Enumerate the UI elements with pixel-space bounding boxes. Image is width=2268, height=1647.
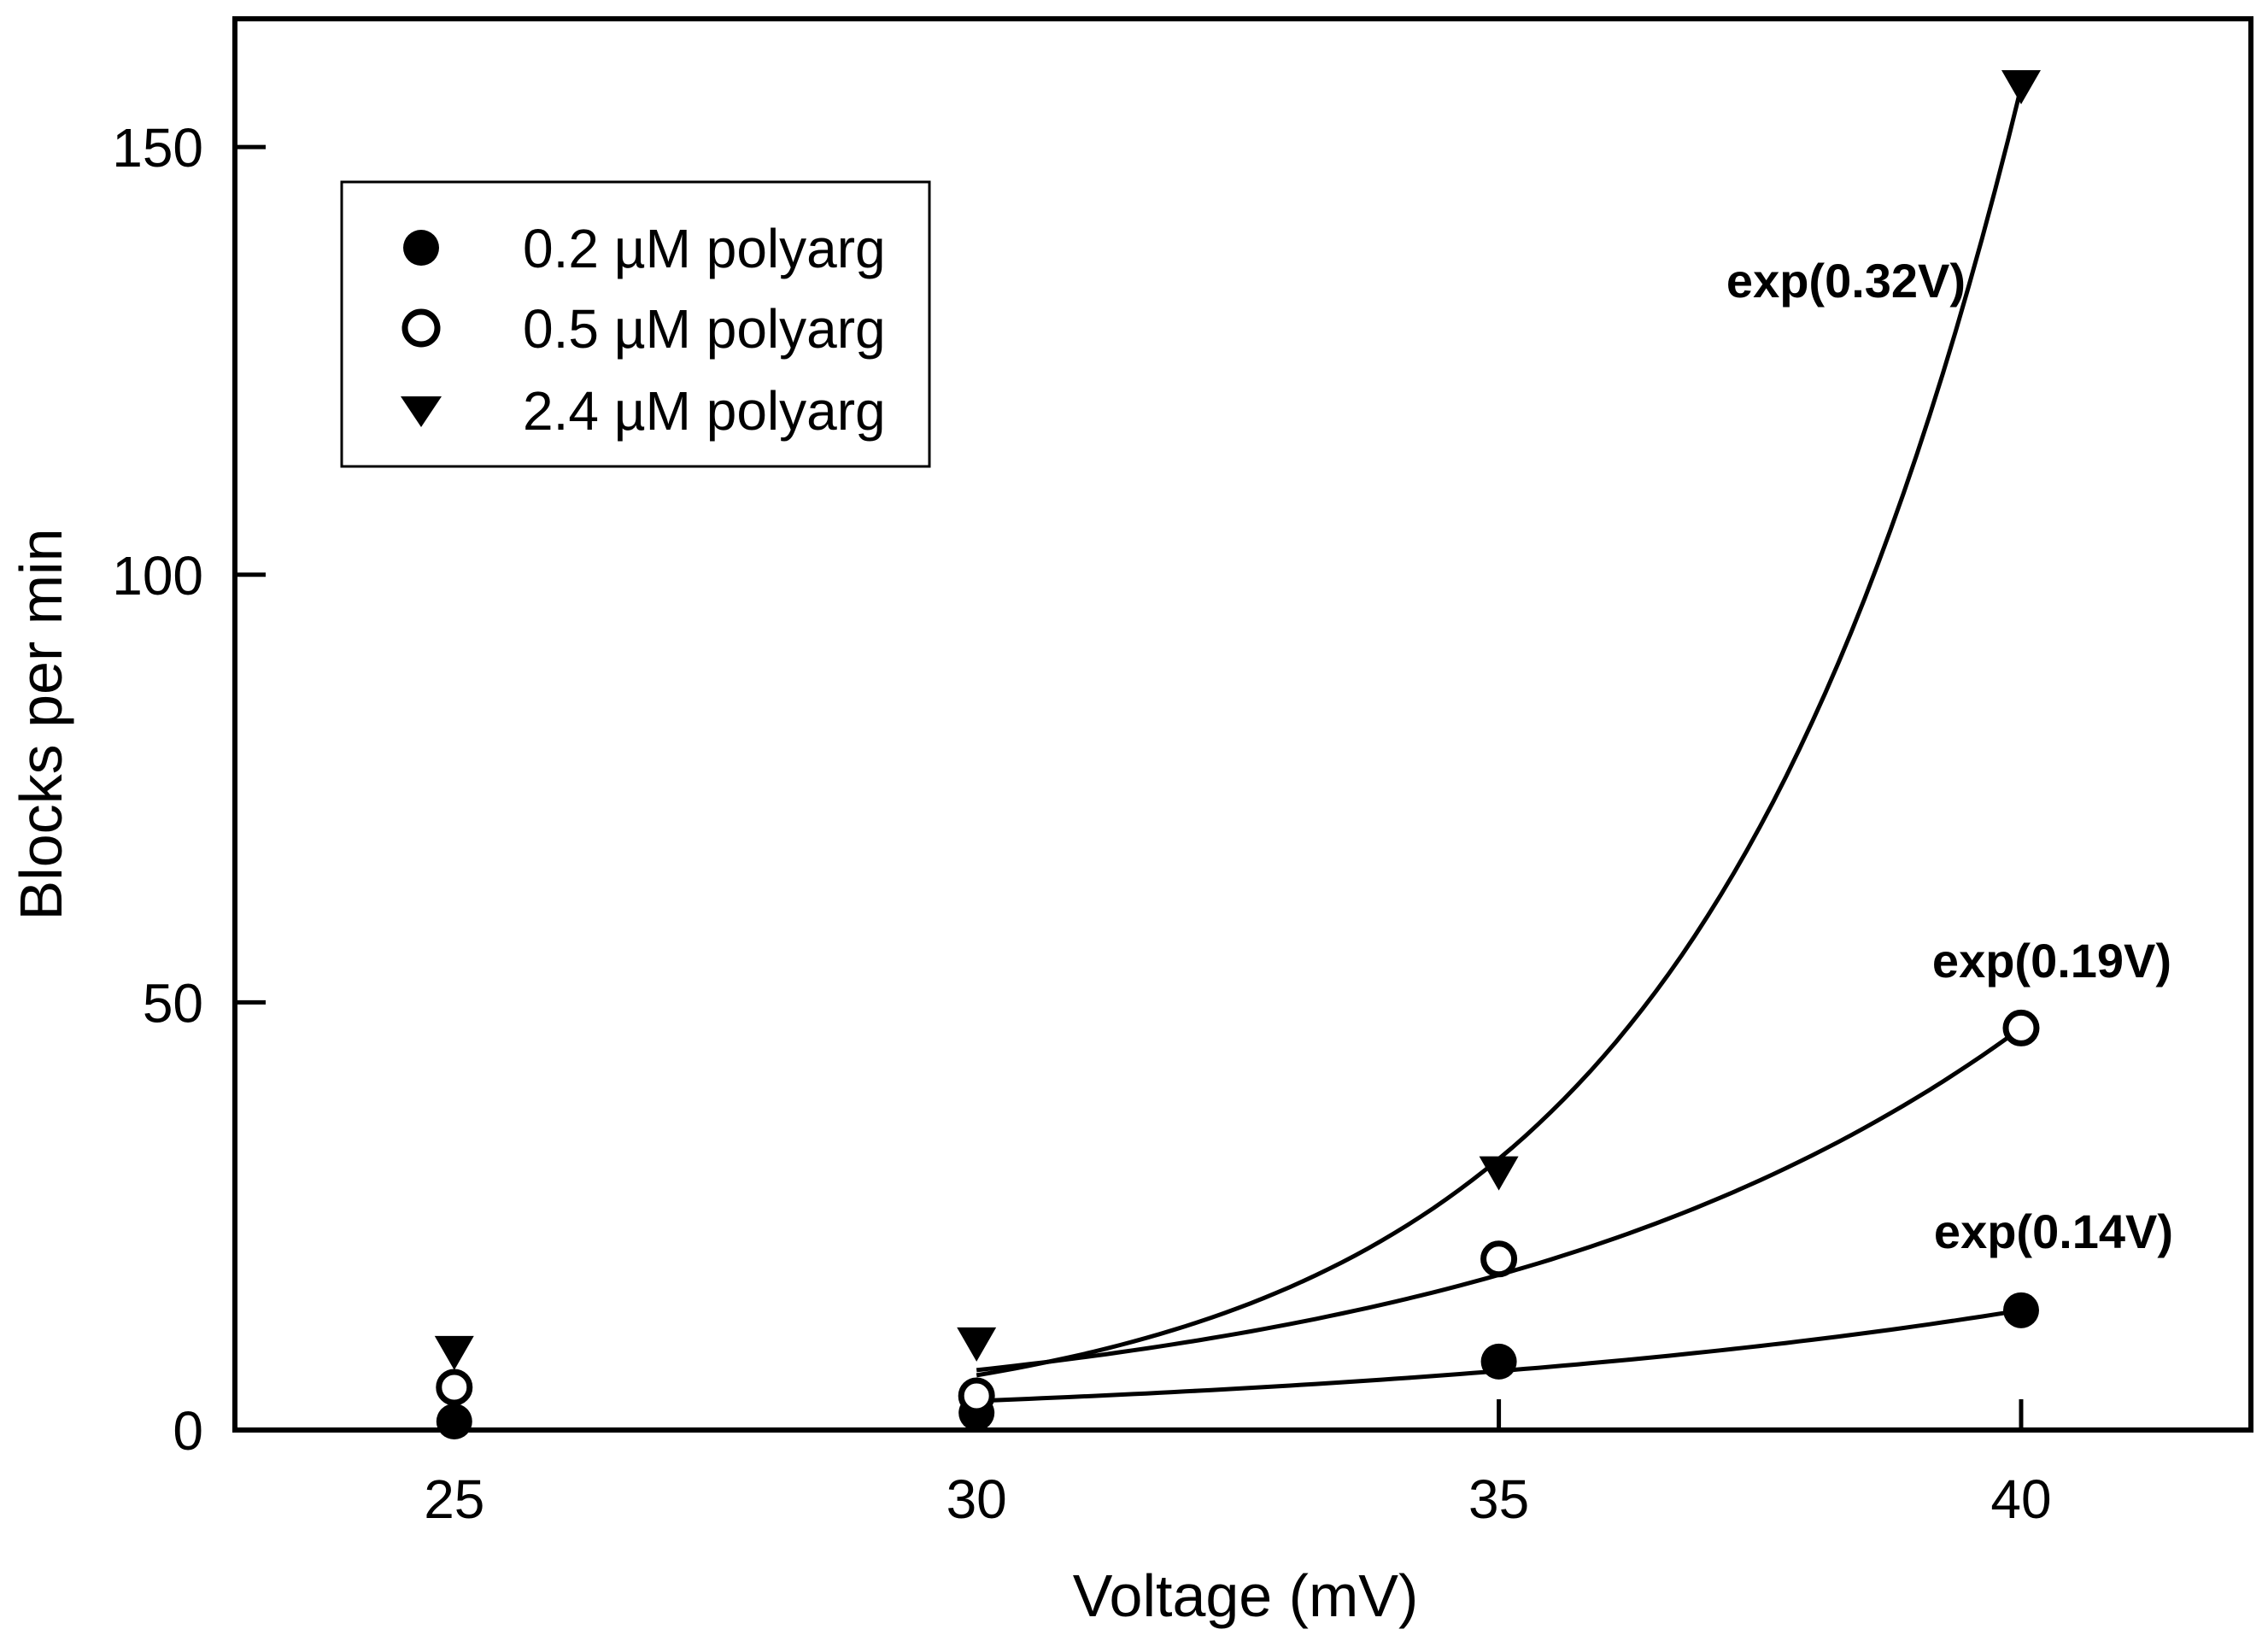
- legend-marker-open-circle: [401, 308, 441, 348]
- plot-frame: [232, 16, 2253, 1433]
- data-point-triangle-down: [957, 1327, 997, 1362]
- fit-label: exp(0.14V): [1934, 1204, 2173, 1258]
- y-tick-label: 50: [143, 972, 203, 1034]
- x-tick-label: 30: [946, 1468, 1007, 1530]
- x-tick-label: 35: [1468, 1468, 1529, 1530]
- data-point-open-circle: [2002, 1009, 2040, 1046]
- y-axis-label: Blocks per min: [8, 528, 74, 920]
- fit-labels-layer: exp(0.14V) exp(0.19V) exp(0.32V): [1726, 254, 2173, 1258]
- y-tick-label: 100: [112, 545, 203, 607]
- legend: 0.2 µM polyarg 0.5 µM polyarg 2.4 µM pol…: [340, 180, 931, 468]
- data-points-layer: [434, 70, 2041, 1439]
- fit-label: exp(0.32V): [1726, 254, 1966, 308]
- data-point-triangle-down: [434, 1335, 474, 1370]
- data-point-open-circle: [958, 1377, 995, 1415]
- data-point-filled-circle: [436, 1403, 472, 1439]
- y-tick-label: 0: [173, 1400, 203, 1462]
- legend-entry-0-2-um: 0.2 µM polyarg: [523, 218, 886, 279]
- y-tick-label: 150: [112, 117, 203, 179]
- x-axis-label: Voltage (mV): [1073, 1562, 1419, 1629]
- x-tick-label: 25: [424, 1468, 484, 1530]
- data-point-triangle-down: [1479, 1156, 1519, 1191]
- data-point-filled-circle: [1480, 1343, 1517, 1380]
- legend-entry-2-4-um: 2.4 µM polyarg: [523, 380, 886, 442]
- legend-marker-filled-circle: [403, 230, 439, 266]
- legend-marker-triangle-down: [401, 396, 442, 427]
- data-point-triangle-down: [2001, 70, 2041, 105]
- data-point-filled-circle: [2002, 1292, 2039, 1328]
- axes-layer: 25 30 35 40 0 50 100 150: [112, 117, 2051, 1530]
- legend-entry-0-5-um: 0.5 µM polyarg: [523, 298, 886, 360]
- fit-label: exp(0.19V): [1932, 934, 2171, 988]
- data-point-open-circle: [436, 1369, 473, 1406]
- data-point-open-circle: [1480, 1240, 1518, 1278]
- x-tick-label: 40: [1990, 1468, 2051, 1530]
- fit-curve: [976, 1026, 2023, 1373]
